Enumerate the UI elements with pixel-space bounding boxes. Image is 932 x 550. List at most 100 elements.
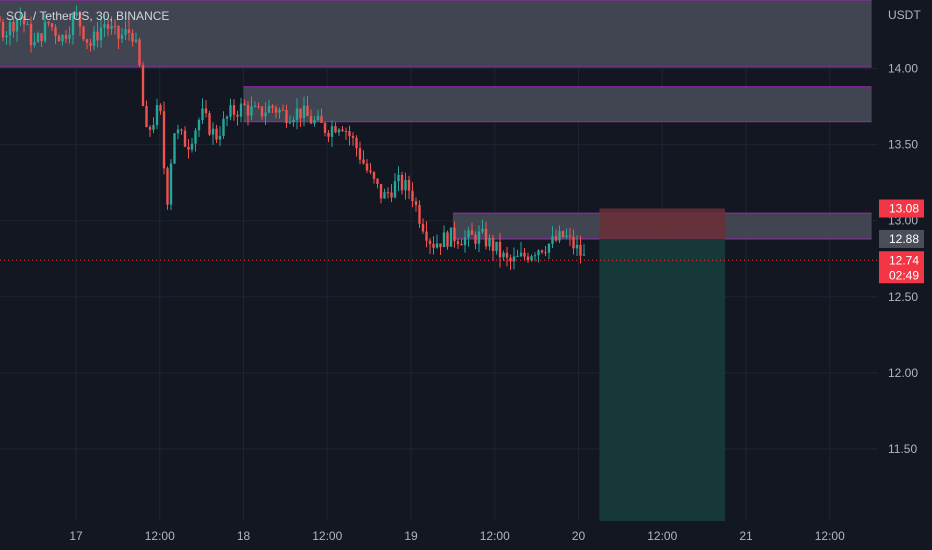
supply-zone: [243, 86, 872, 122]
candle-body: [257, 106, 260, 108]
candle-body: [229, 105, 232, 117]
candle-body: [124, 29, 127, 35]
candle-body: [264, 112, 267, 117]
candle-body: [29, 23, 33, 46]
candle-body: [12, 21, 15, 32]
candle-body: [327, 132, 330, 137]
candle-body: [71, 15, 75, 35]
level-tag-label: 13.08: [889, 202, 919, 216]
candle-body: [120, 34, 124, 39]
candle-body: [117, 25, 120, 39]
candle-body: [330, 126, 334, 137]
candle-body: [141, 65, 145, 107]
candle-body: [33, 42, 36, 46]
candle-body: [19, 16, 22, 20]
candle-body: [106, 24, 110, 29]
candle-body: [103, 24, 106, 28]
candle-body: [113, 25, 117, 27]
candle-body: [292, 119, 295, 123]
candle-body: [425, 231, 428, 241]
x-tick-label: 12:00: [312, 529, 342, 543]
candle-body: [274, 107, 278, 113]
candle-body: [523, 252, 526, 257]
y-tick-label: 11.50: [888, 442, 917, 456]
candle-body: [390, 192, 393, 198]
candle-body: [323, 122, 327, 133]
candle-body: [505, 252, 509, 258]
candle-body: [5, 35, 8, 38]
candle-body: [463, 237, 467, 246]
candle-body: [372, 172, 376, 179]
candle-body: [78, 12, 82, 27]
x-tick-label: 12:00: [480, 529, 510, 543]
candle-body: [306, 105, 309, 117]
stop-loss-zone: [599, 208, 726, 239]
candle-body: [572, 236, 575, 249]
candle-body: [386, 192, 390, 194]
candle-body: [407, 179, 411, 191]
candle-body: [355, 137, 358, 149]
candle-body: [414, 201, 418, 205]
candle-body: [537, 250, 540, 256]
candle-body: [582, 254, 586, 256]
candle-body: [334, 126, 337, 133]
candle-body: [579, 244, 582, 256]
candle-body: [218, 135, 222, 140]
candle-body: [68, 34, 71, 39]
candle-body: [166, 168, 169, 205]
candle-body: [400, 174, 404, 191]
candle-body: [211, 128, 215, 135]
candle-body: [1, 22, 5, 38]
x-tick-label: 17: [69, 529, 83, 543]
candle-body: [544, 252, 547, 254]
candle-body: [173, 133, 176, 164]
candle-body: [190, 143, 194, 150]
candle-body: [50, 23, 54, 28]
last-price-label: 12.74: [889, 253, 919, 267]
candle-body: [470, 230, 474, 235]
candle-body: [397, 174, 400, 182]
x-tick-label: 19: [404, 529, 418, 543]
candle-body: [299, 108, 302, 119]
candle-body: [215, 128, 218, 140]
candle-body: [225, 116, 229, 119]
candle-body: [288, 122, 292, 124]
candle-body: [411, 190, 414, 202]
candle-body: [169, 163, 173, 205]
candle-body: [302, 105, 306, 119]
x-tick-label: 18: [237, 529, 251, 543]
candle-body: [99, 27, 103, 41]
candle-body: [421, 223, 425, 232]
candle-body: [253, 106, 257, 108]
candle-body: [512, 256, 516, 262]
level-tag: [879, 199, 924, 218]
currency-label: USDT: [888, 8, 921, 22]
candle-body: [201, 108, 204, 121]
candle-body: [477, 231, 481, 244]
supply-zone: [0, 0, 872, 67]
candle-body: [236, 114, 239, 117]
candle-body: [131, 33, 134, 42]
countdown-label: 02:49: [889, 268, 919, 282]
candle-body: [232, 105, 236, 115]
candle-body: [428, 240, 432, 244]
candle-body: [309, 116, 313, 124]
candle-body: [341, 129, 344, 131]
candle-body: [404, 179, 407, 191]
candle-body: [127, 29, 131, 34]
candle-body: [208, 113, 211, 135]
candle-body: [439, 243, 442, 248]
candle-body: [148, 127, 152, 130]
candle-body: [369, 170, 372, 173]
candle-body: [351, 136, 355, 138]
candle-body: [502, 252, 505, 258]
candle-body: [197, 120, 201, 131]
candle-body: [138, 39, 141, 66]
candle-body: [15, 19, 19, 32]
candle-body: [155, 105, 159, 126]
candle-body: [530, 256, 533, 261]
chart-title: SOL / TetherUS, 30, BINANCE: [6, 9, 169, 23]
candle-body: [239, 103, 243, 117]
candle-body: [509, 257, 512, 262]
